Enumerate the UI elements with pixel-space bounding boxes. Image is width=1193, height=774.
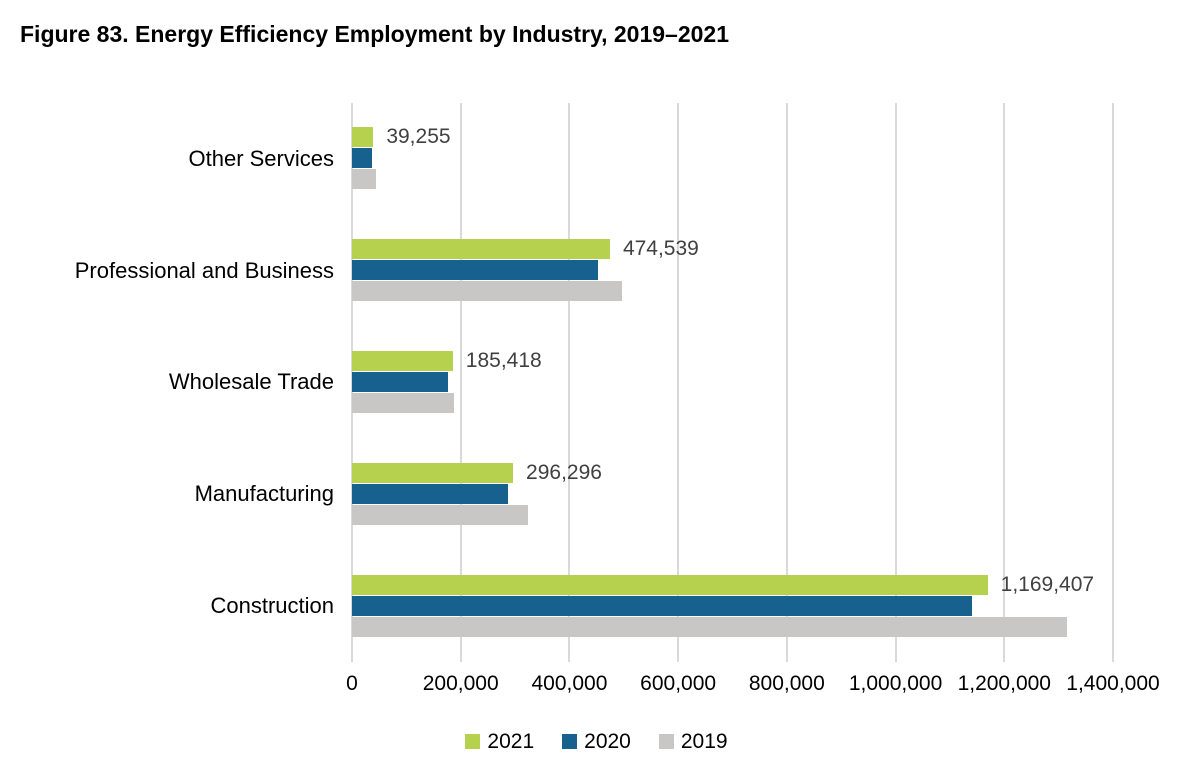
legend: 2021 2020 2019 [0, 731, 1193, 752]
value-label-construction: 1,169,407 [1000, 572, 1095, 596]
bar-2020-other-services [352, 148, 372, 169]
category-label-professional-and-business: Professional and Business [74, 257, 334, 283]
legend-swatch-2020 [562, 734, 578, 749]
x-tick-label-1200000: 1,200,000 [957, 672, 1051, 695]
value-label-other-services: 39,255 [386, 125, 451, 149]
gridline-x-1400000 [1112, 103, 1114, 662]
legend-swatch-2021 [465, 734, 481, 749]
bar-2019-construction [352, 616, 1067, 637]
legend-swatch-2019 [658, 734, 674, 749]
legend-label-2020: 2020 [584, 730, 631, 753]
gridline-x-600000 [677, 103, 680, 662]
legend-item-2019: 2019 [658, 730, 728, 753]
x-tick-label-1000000: 1,000,000 [848, 672, 943, 695]
gridline-x-200000 [459, 103, 462, 662]
bar-2019-other-services [352, 169, 377, 190]
bar-2021-manufacturing [352, 462, 514, 483]
legend-item-2020: 2020 [562, 731, 631, 752]
bar-2020-construction [352, 595, 972, 616]
chart-title: Figure 83. Energy Efficiency Employment … [20, 21, 730, 47]
x-tick-label-800000: 800,000 [748, 672, 825, 695]
bar-2019-professional-and-business [352, 281, 623, 302]
value-label-professional-and-business: 474,539 [622, 237, 699, 261]
bar-2019-wholesale-trade [352, 393, 455, 413]
gridline-x-1000000 [894, 103, 897, 662]
bar-2020-manufacturing [352, 483, 508, 504]
legend-item-2021: 2021 [465, 731, 534, 752]
category-label-manufacturing: Manufacturing [194, 481, 334, 507]
gridline-x-1200000 [1003, 103, 1006, 662]
x-tick-label-400000: 400,000 [531, 672, 608, 695]
category-label-wholesale-trade: Wholesale Trade [168, 369, 334, 395]
bar-2021-other-services [352, 127, 374, 148]
x-tick-label-0: 0 [346, 672, 358, 695]
bar-2019-manufacturing [352, 504, 529, 525]
bar-2021-wholesale-trade [352, 351, 453, 371]
gridline-x-800000 [785, 103, 788, 662]
value-label-manufacturing: 296,296 [526, 460, 602, 484]
bar-2021-professional-and-business [352, 239, 610, 260]
x-tick-label-600000: 600,000 [640, 672, 717, 695]
gridline-x-400000 [568, 103, 571, 662]
category-label-other-services: Other Services [188, 145, 335, 171]
bar-2020-professional-and-business [352, 260, 598, 281]
value-label-wholesale-trade: 185,418 [465, 349, 542, 372]
x-tick-label-1400000: 1,400,000 [1066, 672, 1160, 695]
x-tick-label-200000: 200,000 [422, 672, 499, 695]
category-label-construction: Construction [210, 593, 334, 619]
legend-label-2019: 2019 [680, 730, 728, 753]
bar-2021-construction [352, 574, 988, 595]
bar-2020-wholesale-trade [352, 372, 449, 392]
legend-label-2021: 2021 [487, 730, 535, 753]
